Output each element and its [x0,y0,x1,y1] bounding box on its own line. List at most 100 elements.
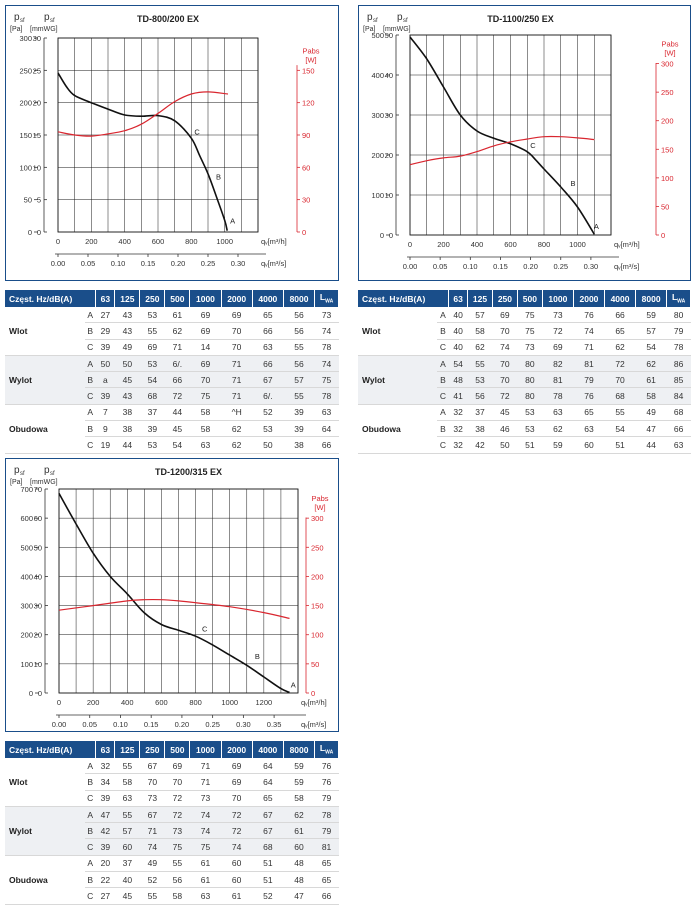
table-cell: 60 [221,855,253,873]
table-cell: 86 [666,355,691,373]
y-tick-mmwg: 40 [385,71,393,80]
table-cell: 62 [604,339,636,356]
table-header-frequency: 1000 [189,741,222,758]
table-cell: 9 [95,420,115,438]
table-header-frequency: 500 [164,290,191,307]
table-cell: 74 [314,322,339,340]
table-row: B 32 38 46 53 62 63 54 47 66 [358,420,691,438]
power-tick-label: 120 [302,99,315,108]
variant-label: C [84,887,96,905]
table-cell: 69 [164,758,190,775]
table-header-frequency: 2000 [221,290,253,307]
table-cell: 63 [189,887,222,905]
table-cell: 60 [573,436,605,454]
table-cell: 27 [95,887,115,905]
power-tick-label: 200 [661,117,674,126]
variant-label: C [437,387,449,405]
table-header-frequency: 250 [139,290,166,307]
table-cell: 67 [139,758,165,775]
table-row: C 41 56 72 80 78 76 68 58 84 [358,387,691,405]
table-cell: 63 [189,436,222,454]
x-tick-m3h: 1000 [221,698,238,707]
table-cell: 39 [283,404,315,422]
table-cell: 71 [221,355,253,373]
table-cell: 58 [635,387,667,405]
table-cell: 69 [189,307,222,324]
table-cell: 70 [221,790,253,807]
table-cell: 79 [573,371,605,389]
table-cell: 19 [95,436,115,454]
x-tick-m3s: 0.20 [171,259,186,268]
group-label: Wlot [358,307,438,356]
x-tick-m3h: 0 [56,237,60,246]
table-header-frequency: 1000 [542,290,574,307]
table-cell: 58 [283,790,315,807]
table-cell: 55 [164,855,190,873]
y-tick-pa: 100 [19,163,32,172]
table-cell: 58 [114,773,140,791]
y-axis-mmwg-subscript: sf [50,471,55,477]
x-tick-m3s: 0.20 [175,720,190,729]
table-row: B 48 53 70 80 81 79 70 61 85 [358,371,691,389]
x-tick-m3h: 600 [504,240,517,249]
y-tick-mmwg: 40 [34,572,42,581]
table-cell: 22 [95,871,115,889]
table-cell: 60 [283,838,315,856]
x-tick-m3h: 600 [155,698,168,707]
table-row: C 19 44 53 54 63 62 50 38 66 [5,436,339,454]
table-cell: 42 [467,436,493,454]
variant-label: C [437,436,449,454]
x-tick-m3s: 0.05 [433,262,448,271]
chart-td-1200-315-ex: TD-1200/315 EXp sf p sf[Pa] [mmWG]0100200300… [10,465,329,729]
x-tick-m3h: 400 [118,237,131,246]
table-cell: 44 [164,404,190,422]
y-tick-pa: 0 [380,231,384,240]
table-cell: 80 [517,371,543,389]
x-tick-m3s: 0.20 [523,262,538,271]
table-row: Wylot A 47 55 67 72 74 72 67 62 78 [5,806,339,856]
table-cell: 52 [139,871,165,889]
x-tick-m3s: 0.30 [231,259,246,268]
table-cell: 45 [492,404,518,422]
table-cell: 78 [542,387,574,405]
table-cell: 65 [314,855,339,873]
x-tick-m3s: 0.00 [51,259,66,268]
y-axis-mmwg-subscript: sf [50,18,55,24]
table-row: C 39 49 69 71 14 70 63 55 78 [5,339,339,356]
table-cell: 67 [252,822,284,840]
table-cell: 52 [252,887,284,905]
table-cell: 65 [252,307,284,324]
table-cell: 38 [114,404,140,422]
power-axis-unit: [W] [305,55,316,64]
table-row: Obudowa A 32 37 45 53 63 65 55 49 68 [358,404,691,454]
operating-point-c: C [530,141,536,150]
chart-td-1100-250-ex: TD-1100/250 EXp sf p sf[Pa] [mmWG]0100200300… [363,12,679,271]
table-row: Obudowa A 20 37 49 55 61 60 51 48 65 [5,855,339,905]
y-tick-pa: 200 [19,99,32,108]
plot-frame [58,488,299,694]
table-cell: 72 [164,806,190,824]
table-header-frequency: 500 [164,741,191,758]
table-cell: 55 [114,758,140,775]
power-tick-label: 150 [302,66,315,75]
table-cell: 74 [189,822,222,840]
power-axis-label: Pabs [661,40,678,49]
table-cell: 32 [448,436,468,454]
table-cell: 54 [164,436,190,454]
table-cell: 55 [139,322,165,340]
y-tick-mmwg: 0 [38,689,42,698]
table-cell: 64 [252,773,284,791]
table-row: B 22 40 52 56 61 60 51 48 65 [5,871,339,889]
y-tick-pa: 0 [29,689,33,698]
table-cell: 48 [283,871,315,889]
y-tick-pa: 150 [19,131,32,140]
operating-point-b: B [216,173,221,182]
table-cell: 84 [666,387,691,405]
y-tick-pa: 300 [371,111,384,120]
table-cell: 61 [283,822,315,840]
table-cell: 62 [164,322,190,340]
table-cell: 76 [314,758,339,775]
table-cell: 61 [635,371,667,389]
table-header-label: Częst. Hz/dB(A) [5,741,97,758]
x-tick-m3s: 0.10 [463,262,478,271]
